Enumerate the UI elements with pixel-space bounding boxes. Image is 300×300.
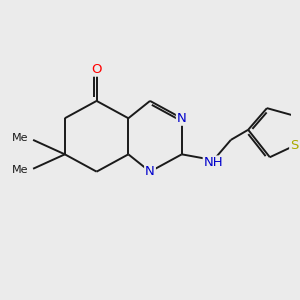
Text: S: S — [290, 139, 298, 152]
Text: Me: Me — [11, 165, 28, 175]
Text: Me: Me — [11, 134, 28, 143]
Text: O: O — [92, 63, 102, 76]
Text: N: N — [145, 165, 155, 178]
Text: NH: NH — [204, 157, 223, 169]
Text: N: N — [177, 112, 187, 125]
